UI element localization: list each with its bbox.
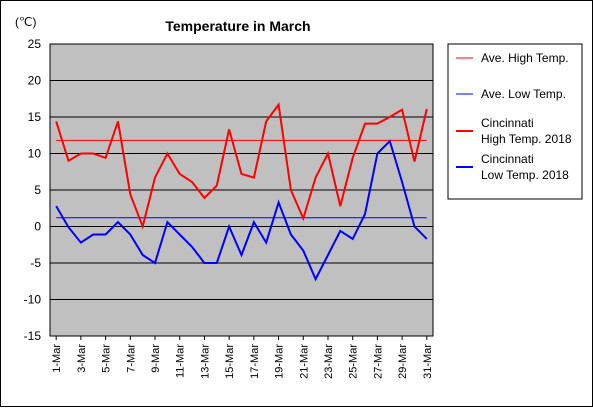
x-tick-label: 13-Mar <box>199 344 211 379</box>
x-tick-label: 5-Mar <box>101 344 113 373</box>
x-tick-label: 19-Mar <box>274 344 286 379</box>
y-tick-label: 15 <box>28 110 42 124</box>
x-tick-label: 25-Mar <box>348 344 360 379</box>
x-tick-label: 1-Mar <box>51 344 63 373</box>
x-tick-label: 17-Mar <box>249 344 261 379</box>
legend-label-0: Ave. High Temp. <box>481 51 569 65</box>
x-tick-label: 29-Mar <box>397 344 409 379</box>
legend-label-3: Cincinnati Low Temp. 2018 <box>481 152 569 182</box>
y-tick-label: 25 <box>28 37 42 51</box>
y-axis-unit-label: (℃) <box>15 15 36 29</box>
chart-title: Temperature in March <box>165 18 310 34</box>
x-tick-label: 9-Mar <box>150 344 162 373</box>
y-tick-labels: 25 20 15 10 5 0 -5 -10 -15 <box>24 37 42 343</box>
y-tick-label: 5 <box>34 183 41 197</box>
x-tick-label: 11-Mar <box>175 344 187 378</box>
x-tick-labels: 1-Mar 3-Mar 5-Mar 7-Mar 9-Mar 11-Mar 13-Mar 15-… <box>51 336 434 379</box>
y-tick-label: 0 <box>34 220 41 234</box>
legend-label-2: Cincinnati High Temp. 2018 <box>481 116 572 146</box>
x-tick-label: 21-Mar <box>298 344 310 379</box>
series-line-2 <box>55 102 428 230</box>
series-line-3 <box>55 139 428 282</box>
legend-label-1: Ave. Low Temp. <box>481 87 566 101</box>
x-tick-label: 27-Mar <box>372 344 384 379</box>
x-tick-label: 15-Mar <box>224 344 236 379</box>
y-tick-label: -5 <box>30 256 41 270</box>
x-tick-label: 31-Mar <box>422 344 434 379</box>
y-tick-label: -15 <box>24 329 42 343</box>
y-tick-label: 10 <box>28 147 42 161</box>
y-tick-label: 20 <box>28 74 42 88</box>
legend: Ave. High Temp. Ave. Low Temp. Cincinnati H… <box>456 51 572 182</box>
x-tick-label: 7-Mar <box>125 344 137 373</box>
legend-box <box>447 43 583 200</box>
series-lines <box>55 102 428 282</box>
y-tick-label: -10 <box>24 293 42 307</box>
x-tick-label: 3-Mar <box>76 344 88 373</box>
x-tick-label: 23-Mar <box>323 344 335 379</box>
